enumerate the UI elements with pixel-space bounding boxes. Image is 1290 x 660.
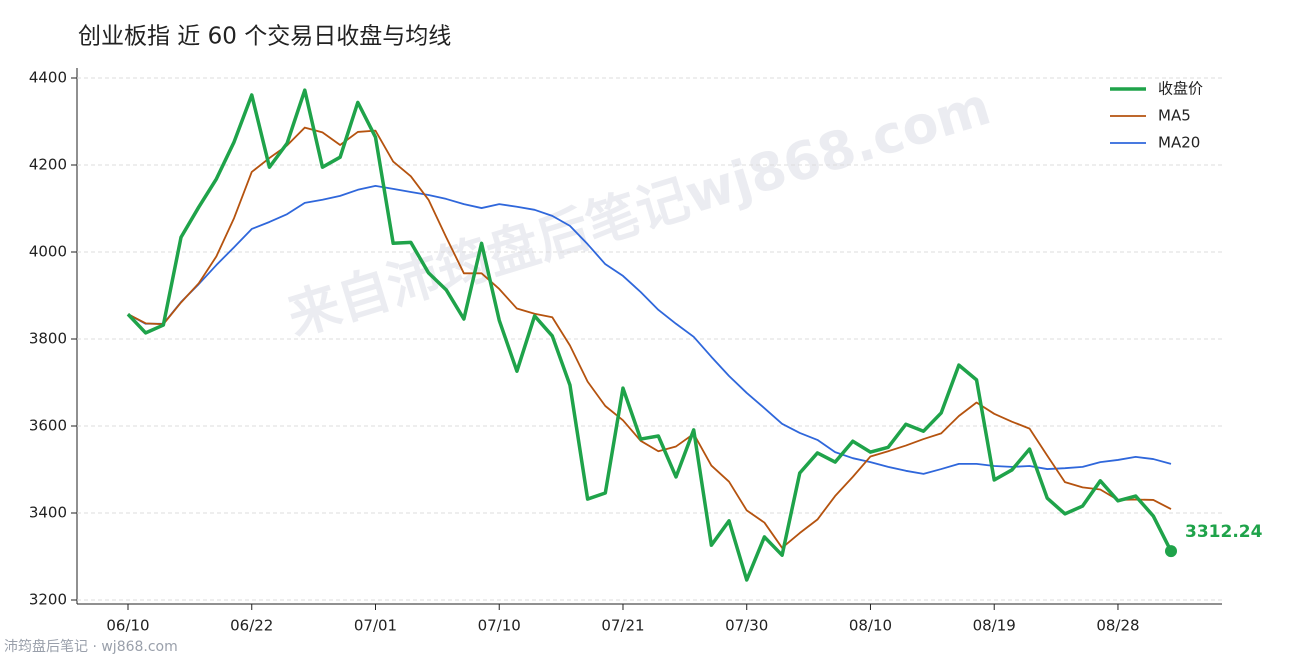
line (127, 184, 1172, 475)
last-value-label: 3312.24 (1185, 522, 1263, 542)
x-tick-label: 08/28 (1096, 617, 1139, 635)
y-tick-label: 3200 (29, 591, 67, 609)
x-tick-label: 06/10 (106, 617, 149, 635)
y-tick-label: 3800 (29, 330, 67, 348)
legend-label: 收盘价 (1158, 80, 1203, 98)
x-tick-label: 08/10 (849, 617, 892, 635)
line (127, 126, 1172, 549)
x-tick-label: 07/21 (601, 617, 644, 635)
line (126, 88, 1173, 582)
x-tick-label: 07/30 (725, 617, 768, 635)
y-tick-label: 4200 (29, 156, 67, 174)
y-tick-label: 3400 (29, 504, 67, 522)
y-tick-label: 4400 (29, 69, 67, 87)
y-tick-label: 4000 (29, 243, 67, 261)
x-tick-label: 08/19 (973, 617, 1016, 635)
y-tick-label: 3600 (29, 417, 67, 435)
legend-label: MA20 (1158, 134, 1200, 152)
legend-label: MA5 (1158, 107, 1191, 125)
source: 沛筠盘后笔记 · wj868.com (4, 638, 178, 655)
x-tick-label: 06/22 (230, 617, 273, 635)
chart-title: 创业板指 近 60 个交易日收盘与均线 (78, 24, 451, 50)
x-tick-label: 07/10 (478, 617, 521, 635)
x-tick-label: 07/01 (354, 617, 397, 635)
last-point (1165, 545, 1177, 558)
